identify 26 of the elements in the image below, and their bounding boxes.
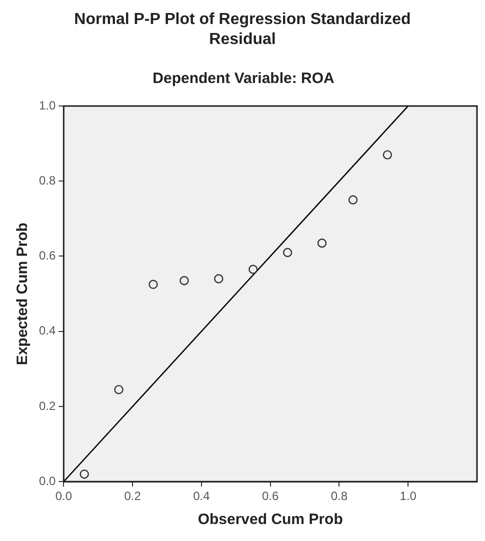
y-tick-label: 0.0	[38, 474, 56, 488]
y-tick-label: 1.0	[38, 98, 56, 112]
y-tick-label: 0.4	[38, 324, 56, 338]
point	[348, 195, 358, 204]
chart-title: Normal P-P Plot of Regression Standardized Residual	[73, 10, 412, 50]
x-tick-label: 1.0	[400, 489, 417, 504]
x-tick-label: 0.6	[262, 489, 280, 504]
y-tick-label: 0.2	[38, 398, 56, 413]
x-tick-label: 0.4	[193, 489, 210, 504]
point	[80, 469, 89, 479]
point	[248, 264, 258, 274]
point	[214, 274, 224, 284]
chart-subtitle: Dependent Variable: ROA	[152, 70, 335, 88]
point	[382, 150, 392, 160]
point	[114, 384, 124, 394]
x-tick-label: 0.0	[55, 489, 72, 504]
point	[148, 280, 158, 290]
x-tick-label: 0.8	[330, 489, 348, 504]
point	[282, 248, 292, 258]
x-tick-label: 0.2	[124, 489, 142, 504]
y-tick-label: 0.8	[38, 173, 56, 188]
x-axis-title: Observed Cum Prob	[198, 511, 343, 528]
point	[180, 276, 189, 286]
y-axis-title: Expected Cum Prob	[14, 222, 32, 366]
point	[317, 238, 327, 248]
y-tick-label: 0.6	[38, 248, 56, 263]
